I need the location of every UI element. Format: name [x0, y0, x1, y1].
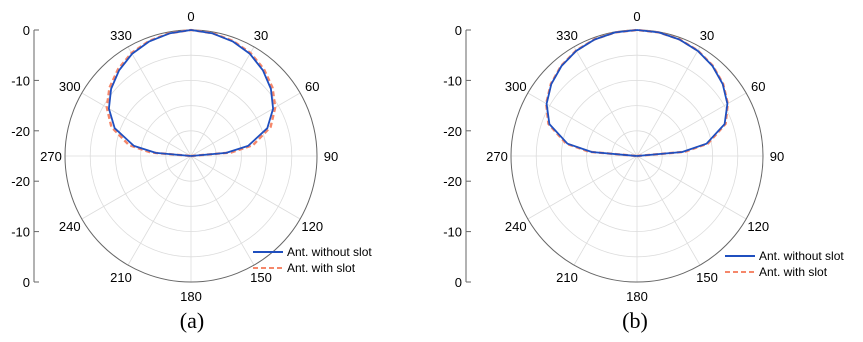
angle-tick-label: 60: [751, 79, 765, 94]
series-line-without-slot: [545, 29, 729, 157]
caption-a: (a): [179, 308, 205, 333]
angle-tick-label: 300: [505, 79, 527, 94]
angle-tick-label: 300: [59, 79, 81, 94]
radial-tick-label: 0: [455, 23, 462, 38]
angle-tick-label: 330: [556, 28, 578, 43]
radial-tick-label: 0: [23, 23, 30, 38]
radial-tick-label: 0: [23, 275, 30, 290]
series-line-without-slot: [108, 29, 274, 157]
caption-b: (b): [622, 308, 648, 333]
angle-tick-label: 120: [301, 219, 323, 234]
angle-tick-label: 0: [187, 9, 194, 24]
angle-tick-label: 330: [110, 28, 132, 43]
angle-tick-label: 210: [110, 270, 132, 285]
angle-tick-label: 270: [40, 149, 62, 164]
polar-chart-a: 0 30 60 90 120 150 180 210 240 270 300 330 0 -10 -20 -2…: [0, 0, 431, 342]
radial-tick-label: -10: [443, 73, 462, 88]
angle-tick-label: 120: [747, 219, 769, 234]
legend-label: Ant. with slot: [287, 261, 356, 275]
angle-tick-label: 60: [305, 79, 319, 94]
grid-spoke: [127, 46, 192, 157]
grid-spoke: [190, 155, 255, 266]
grid-spoke: [527, 92, 638, 157]
angle-tick-label: 270: [486, 149, 508, 164]
radial-tick-label: -10: [443, 225, 462, 240]
angle-tick-label: 210: [556, 270, 578, 285]
grid-spoke: [527, 155, 638, 220]
legend-label: Ant. with slot: [759, 265, 828, 279]
grid-spoke: [81, 92, 192, 157]
legend-label: Ant. without slot: [759, 249, 844, 263]
radial-tick-label: -20: [443, 124, 462, 139]
grid-spoke: [190, 155, 301, 220]
grid-spoke: [636, 92, 747, 157]
angle-tick-label: 90: [324, 149, 338, 164]
grid-spoke: [127, 155, 192, 266]
legend-label: Ant. without slot: [287, 245, 372, 259]
angle-tick-label: 90: [770, 149, 784, 164]
angle-tick-label: 30: [700, 28, 714, 43]
radial-tick-label: -20: [443, 174, 462, 189]
radial-tick-label: -20: [11, 124, 30, 139]
polar-plot-a: 0 30 60 90 120 150 180 210 240 270 300 330 0 -10 -20 -2…: [11, 9, 372, 304]
angle-tick-label: 150: [250, 270, 272, 285]
angle-tick-label: 150: [696, 270, 718, 285]
angle-tick-label: 240: [59, 219, 81, 234]
grid-spoke: [190, 46, 255, 157]
polar-chart-b: 0 30 60 90 120 150 180 210 240 270 300 330 0 -10 -20 -2…: [431, 0, 862, 342]
radial-tick-label: -10: [11, 73, 30, 88]
angle-tick-label: 240: [505, 219, 527, 234]
radial-tick-label: 0: [455, 275, 462, 290]
grid-spoke: [636, 46, 701, 157]
polar-plot-b: 0 30 60 90 120 150 180 210 240 270 300 330 0 -10 -20 -2…: [443, 9, 844, 304]
grid-spoke: [81, 155, 192, 220]
radial-tick-label: -20: [11, 174, 30, 189]
grid-spoke: [636, 155, 701, 266]
radial-tick-label: -10: [11, 225, 30, 240]
grid-spoke: [636, 155, 747, 220]
angle-tick-label: 30: [254, 28, 268, 43]
angle-tick-label: 180: [180, 289, 202, 304]
grid-spoke: [190, 92, 301, 157]
grid-spoke: [573, 155, 638, 266]
angle-tick-label: 180: [626, 289, 648, 304]
angle-tick-label: 0: [633, 9, 640, 24]
grid-spoke: [573, 46, 638, 157]
